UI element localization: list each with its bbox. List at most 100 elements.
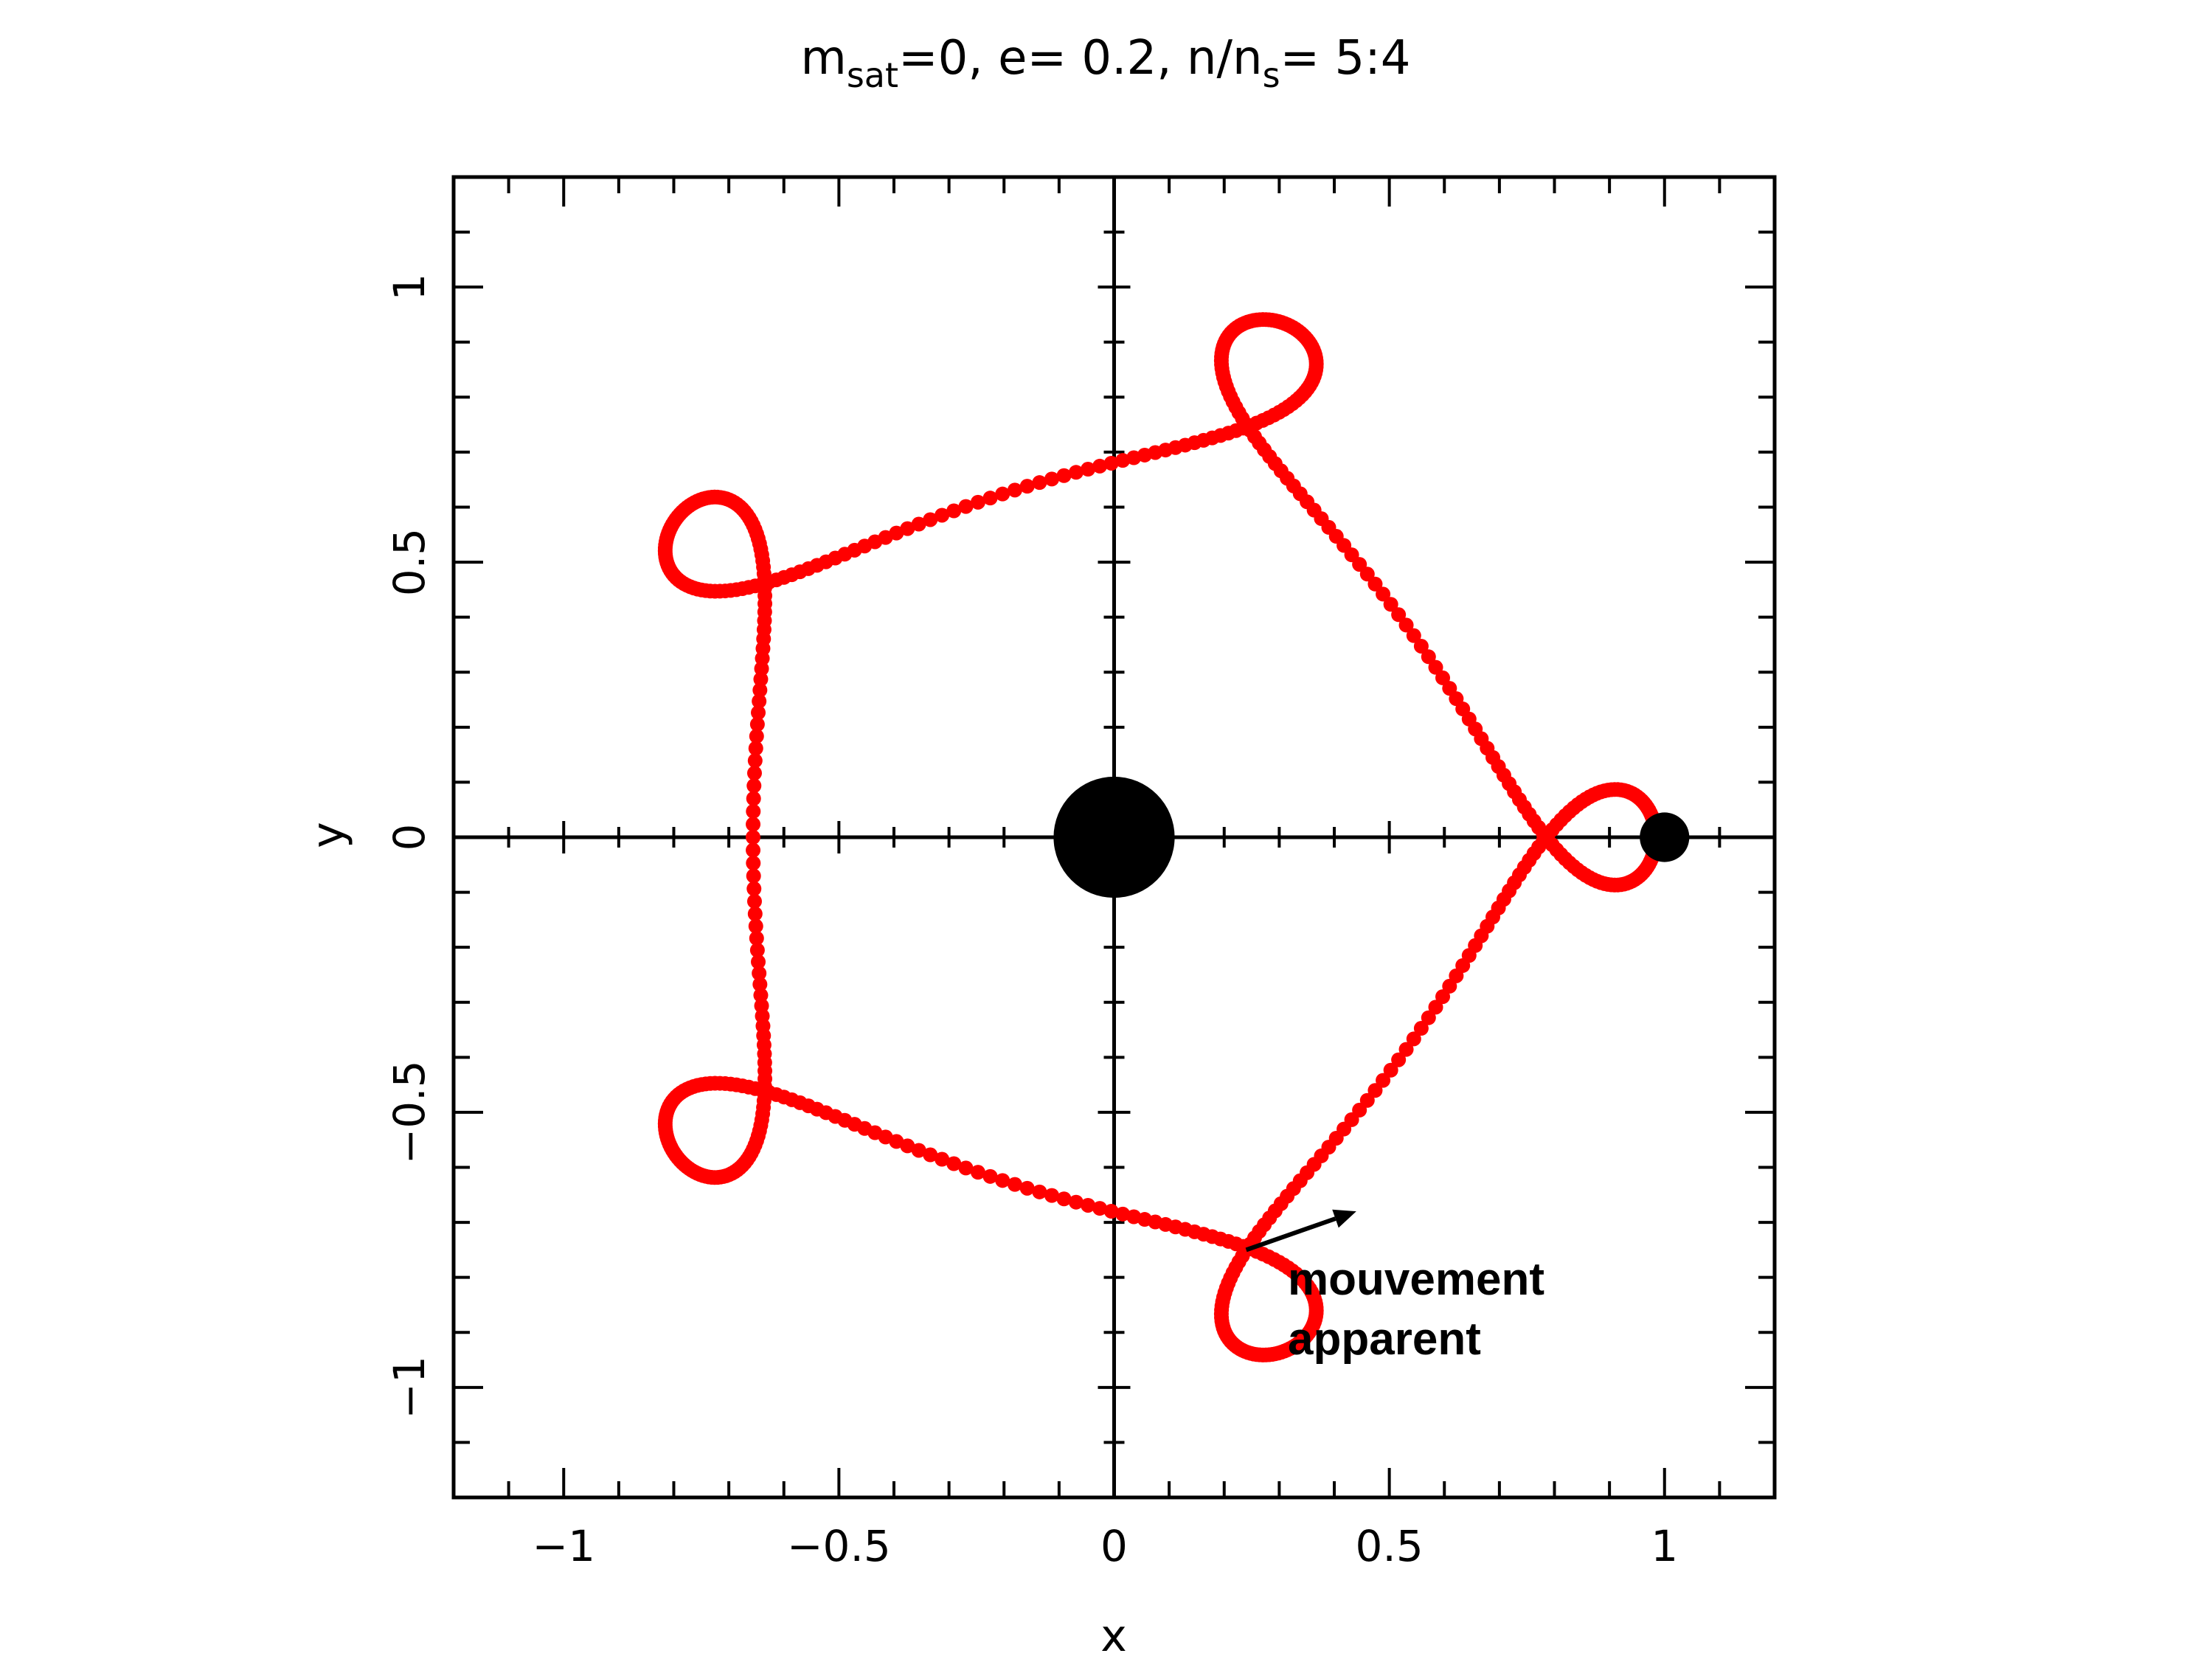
orbit-point [746,803,761,819]
orbit-series [657,312,1663,1362]
orbit-point [1115,453,1131,468]
orbit-point [1019,479,1035,494]
orbit-point [935,1151,950,1167]
orbit-point [1435,670,1451,685]
annotation: mouvement apparent [1245,1209,1544,1365]
orbit-point [1391,607,1407,623]
orbit-point [752,966,767,981]
orbit-point [1044,1188,1060,1203]
y-tick-label: −0.5 [384,1060,434,1164]
orbit-point [923,512,938,527]
orbit-point [900,521,915,536]
orbit-point [1413,1021,1429,1036]
orbit-point [1367,576,1383,592]
orbit-point [745,830,760,845]
orbit-point [911,516,926,532]
orbit-point [982,1168,998,1184]
orbit-point [1092,458,1108,474]
orbit-point [1383,597,1398,612]
orbit-point [946,503,962,519]
orbit-point [1367,1083,1383,1098]
y-tick-label: −1 [384,1356,434,1419]
orbit-point [1092,1201,1108,1216]
orbit-point [1428,1000,1443,1015]
orbit-point [970,494,985,510]
y-tick-label: 0.5 [384,528,434,596]
central-body [1053,776,1175,898]
orbit-point [946,1156,962,1171]
orbit-point [746,868,761,884]
y-tick-label: 1 [384,274,434,301]
orbit-point [970,1165,985,1180]
orbit-point [749,729,764,744]
orbit-point [1081,1197,1096,1213]
orbit-point [935,508,950,523]
x-tick-label: −1 [533,1521,596,1571]
orbit-point [1126,450,1142,465]
orbit-point [1421,649,1436,665]
orbit-point [1019,1180,1035,1196]
title-part2: = 5:4 [1280,31,1411,86]
orbit-point [1103,455,1119,471]
orbit-point [747,753,763,769]
satellite-body [1640,812,1690,862]
orbit-point [752,682,768,698]
y-axis-label: y [302,822,354,848]
orbit-point [1103,1204,1119,1219]
chart-title: msat=0, e= 0.2, n/ns= 5:4 [800,31,1410,95]
title-part1: =0, e= 0.2, n/n [898,31,1263,86]
orbit-point [746,778,762,794]
orbit-point [1406,628,1421,643]
orbit-point [982,491,998,506]
y-tick-label: 0 [384,824,434,851]
orbit-point [1428,659,1443,675]
orbit-point [1007,482,1022,498]
orbit-point [1056,1191,1072,1207]
svg-text:msat=0, e= 0.2, n/ns= 5:4: msat=0, e= 0.2, n/ns= 5:4 [800,31,1410,95]
orbit-point [748,918,763,934]
orbit-point [751,705,766,721]
orbit-point [911,1143,926,1158]
annotation-line-2: apparent [1288,1314,1481,1365]
orbit-point [749,716,765,732]
orbit-point [889,1134,904,1149]
orbit-point [746,842,761,858]
x-tick-label: 1 [1651,1521,1678,1571]
orbit-point [1068,465,1084,480]
orbit-point [1391,1052,1407,1067]
orbit-point [1056,468,1072,483]
x-tick-labels: −1 −0.5 0 0.5 1 [533,1521,1679,1571]
orbit-point [1413,638,1429,654]
orbit-point [754,661,769,676]
annotation-arrow-head [1332,1209,1356,1228]
title-m-sub: sat [847,55,898,95]
orbit-point [1044,471,1060,487]
orbit-point [746,893,762,909]
orbit-point [753,671,769,687]
orbit-point [1406,1031,1421,1047]
orbit-point [1032,475,1047,491]
x-tick-label: 0 [1100,1521,1128,1571]
orbit-point [746,766,762,781]
annotation-arrow-shaft [1245,1216,1336,1253]
orbit-point [746,817,761,832]
orbit-point [749,930,764,946]
orbit-point [746,881,762,896]
y-tick-labels: −1 −0.5 0 0.5 1 [384,274,434,1419]
title-m: m [800,31,846,86]
orbit-point [1032,1184,1047,1199]
orbit-point [1068,1194,1084,1210]
orbit-point [749,943,765,958]
x-axis-label: x [1100,1610,1127,1659]
bodies [1053,776,1690,898]
orbit-point [746,791,761,806]
orbit-point [1421,1010,1436,1025]
orbit-point [1081,462,1096,477]
orbit-point [746,856,761,871]
orbit-point [1398,1042,1414,1057]
orbit-point [1442,681,1457,696]
orbit-point [1007,1177,1022,1192]
orbit-point [748,741,763,756]
orbit-point [1398,617,1414,633]
